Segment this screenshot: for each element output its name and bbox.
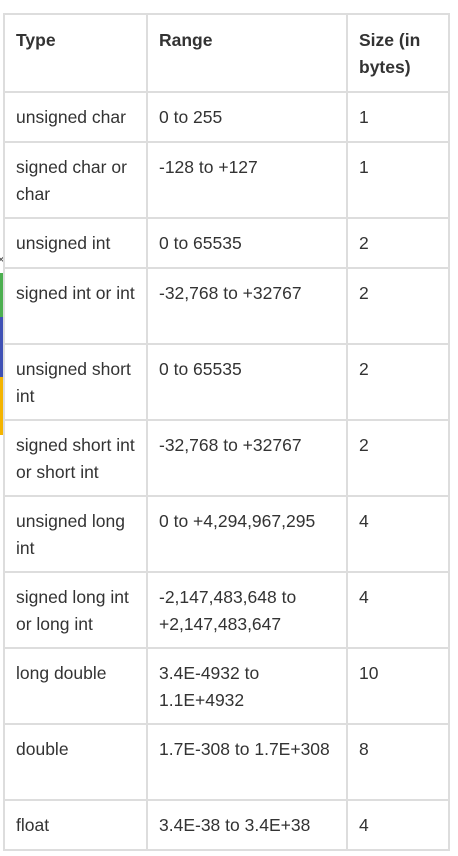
cell-type: long double [3,647,148,725]
table-row: signed int or int -32,768 to +32767 2 [3,267,450,345]
table-row: double 1.7E-308 to 1.7E+308 8 [3,723,450,801]
cell-range: -128 to +127 [146,141,348,219]
header-type: Type [3,13,148,93]
cell-size: 10 [346,647,450,725]
table-row: unsigned short int 0 to 65535 2 [3,343,450,421]
cell-type: unsigned long int [3,495,148,573]
cell-size: 2 [346,419,450,497]
data-types-table: Type Range Size (in bytes) unsigned char… [3,13,450,851]
header-range: Range [146,13,348,93]
table-row: signed short int or short int -32,768 to… [3,419,450,497]
cell-range: 1.7E-308 to 1.7E+308 [146,723,348,801]
cell-type: float [3,799,148,851]
close-icon[interactable]: × [0,251,6,267]
cell-type: unsigned int [3,217,148,269]
table-row: float 3.4E-38 to 3.4E+38 4 [3,799,450,851]
cell-size: 2 [346,267,450,345]
cell-range: -32,768 to +32767 [146,267,348,345]
cell-size: 2 [346,217,450,269]
table-row: unsigned char 0 to 255 1 [3,91,450,143]
table-row: unsigned long int 0 to +4,294,967,295 4 [3,495,450,573]
cell-size: 1 [346,91,450,143]
cell-range: -32,768 to +32767 [146,419,348,497]
cell-range: 3.4E-38 to 3.4E+38 [146,799,348,851]
table-row: signed long int or long int -2,147,483,6… [3,571,450,649]
edge-stripe-blue [0,317,3,377]
cell-range: 0 to +4,294,967,295 [146,495,348,573]
cell-range: 3.4E-4932 to 1.1E+4932 [146,647,348,725]
cell-size: 2 [346,343,450,421]
cell-size: 1 [346,141,450,219]
cell-size: 4 [346,495,450,573]
cell-type: signed char or char [3,141,148,219]
cell-range: 0 to 65535 [146,217,348,269]
cell-type: unsigned short int [3,343,148,421]
table-row: unsigned int 0 to 65535 2 [3,217,450,269]
cell-range: 0 to 65535 [146,343,348,421]
cell-type: signed int or int [3,267,148,345]
cell-type: signed short int or short int [3,419,148,497]
edge-stripe-green [0,273,3,317]
table-header-row: Type Range Size (in bytes) [3,13,450,93]
cell-range: -2,147,483,648 to +2,147,483,647 [146,571,348,649]
cell-size: 4 [346,799,450,851]
header-size: Size (in bytes) [346,13,450,93]
cell-size: 4 [346,571,450,649]
cell-type: unsigned char [3,91,148,143]
edge-stripe-yellow [0,377,3,435]
table-row: signed char or char -128 to +127 1 [3,141,450,219]
table-row: long double 3.4E-4932 to 1.1E+4932 10 [3,647,450,725]
cell-size: 8 [346,723,450,801]
cell-type: signed long int or long int [3,571,148,649]
cell-range: 0 to 255 [146,91,348,143]
cell-type: double [3,723,148,801]
